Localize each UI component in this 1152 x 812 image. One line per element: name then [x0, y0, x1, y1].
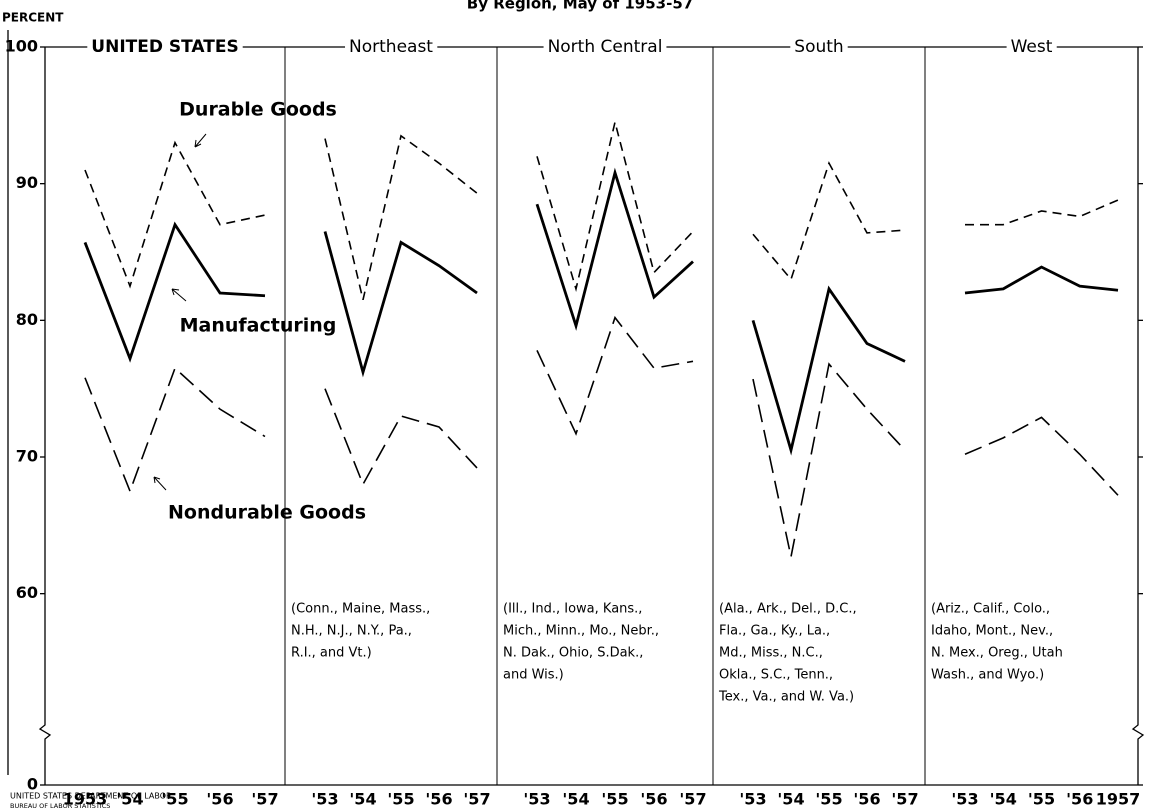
panel-note: (Ill., Ind., Iowa, Kans., [503, 602, 642, 617]
x-tick-label: '57 [251, 790, 278, 809]
panel-title: North Central [548, 37, 663, 57]
x-tick-label: 1957 [1096, 790, 1141, 809]
y-tick-label: 100 [5, 37, 38, 56]
y-axis-left [38, 47, 52, 785]
x-tick-label: '54 [116, 790, 143, 809]
series-line [964, 416, 1119, 496]
y-axis-label: PERCENT [2, 11, 64, 25]
series-label: Nondurable Goods [168, 502, 366, 524]
panel-note: Tex., Va., and W. Va.) [718, 690, 854, 705]
x-tick-label: '53 [739, 790, 766, 809]
series-label: Manufacturing [180, 315, 337, 337]
title-bg [543, 37, 667, 57]
panel-note: Md., Miss., N.C., [719, 646, 823, 661]
panel-note: Wash., and Wyo.) [931, 668, 1044, 683]
panel-note: N. Dak., Ohio, S.Dak., [503, 646, 643, 661]
series-line [84, 140, 266, 289]
title-bg [1006, 37, 1057, 57]
title-bg [790, 37, 848, 57]
panel-note: R.I., and Vt.) [291, 646, 372, 661]
y-tick-label: 90 [16, 173, 38, 192]
x-tick-label: '55 [601, 790, 628, 809]
x-tick-label: '54 [562, 790, 589, 809]
title-bg [87, 37, 243, 57]
x-tick-label: '55 [161, 790, 188, 809]
x-tick-label: '54 [349, 790, 376, 809]
footer: BUREAU OF LABOR STATISTICS [10, 802, 110, 810]
panel-title: UNITED STATES [91, 37, 238, 57]
x-tick-label: '55 [815, 790, 842, 809]
series-line [751, 285, 906, 456]
panel-title: Northeast [349, 37, 433, 57]
panel-note: Fla., Ga., Ky., La., [719, 624, 830, 639]
series-line [83, 221, 266, 363]
x-tick-label: '56 [206, 790, 233, 809]
series-line [752, 362, 906, 557]
x-tick-label: '57 [891, 790, 918, 809]
x-tick-label: '53 [951, 790, 978, 809]
y-tick-label: 0 [27, 775, 38, 794]
x-tick-label: '54 [777, 790, 804, 809]
panel-note: Mich., Minn., Mo., Nebr., [503, 624, 659, 639]
x-tick-label: '57 [463, 790, 490, 809]
x-tick-label: '56 [425, 790, 452, 809]
y-tick-label: 60 [16, 583, 38, 602]
series-line [323, 231, 478, 378]
panel-note: N.H., N.J., N.Y., Pa., [291, 624, 412, 639]
arrow [171, 288, 187, 302]
series-label: Durable Goods [179, 99, 337, 121]
chart-title: By Region, May of 1953-57 [467, 0, 693, 13]
series-line [324, 388, 478, 487]
x-tick-label: '53 [523, 790, 550, 809]
series-line [324, 134, 478, 301]
panel-title: South [794, 37, 843, 57]
series-line [536, 121, 694, 293]
x-tick-label: '56 [1066, 790, 1093, 809]
x-tick-label: '56 [853, 790, 880, 809]
y-tick-label: 70 [16, 447, 38, 466]
series-line [752, 161, 906, 281]
footer: UNITED STATES DEPARTMENT OF LABOR [10, 792, 172, 801]
series-line [535, 167, 694, 331]
panel-note: Idaho, Mont., Nev., [931, 624, 1053, 639]
x-tick-label: '57 [679, 790, 706, 809]
arrow [153, 476, 167, 491]
x-tick-label: '54 [990, 790, 1017, 809]
y-axis-right [1131, 47, 1145, 785]
panel-note: N. Mex., Oreg., Utah [931, 646, 1063, 661]
title-bg [345, 37, 438, 57]
panel-note: (Ariz., Calif., Colo., [931, 602, 1050, 617]
series-line [964, 265, 1119, 295]
series-line [84, 366, 266, 494]
x-tick-label: '53 [311, 790, 338, 809]
series-line [536, 315, 694, 436]
panel-note: and Wis.) [503, 668, 564, 683]
x-tick-label: '55 [387, 790, 414, 809]
annotation-arrows [153, 133, 207, 491]
panel-note: (Ala., Ark., Del., D.C., [719, 602, 857, 617]
panel-note: Okla., S.C., Tenn., [719, 668, 833, 683]
y-tick-label: 80 [16, 310, 38, 329]
x-tick-label: 1953 [63, 790, 108, 809]
series-line [965, 199, 1119, 226]
arrow [194, 133, 207, 148]
panel-note: (Conn., Maine, Mass., [291, 602, 430, 617]
panel-title: West [1011, 37, 1053, 57]
x-tick-label: '56 [640, 790, 667, 809]
x-tick-label: '55 [1028, 790, 1055, 809]
